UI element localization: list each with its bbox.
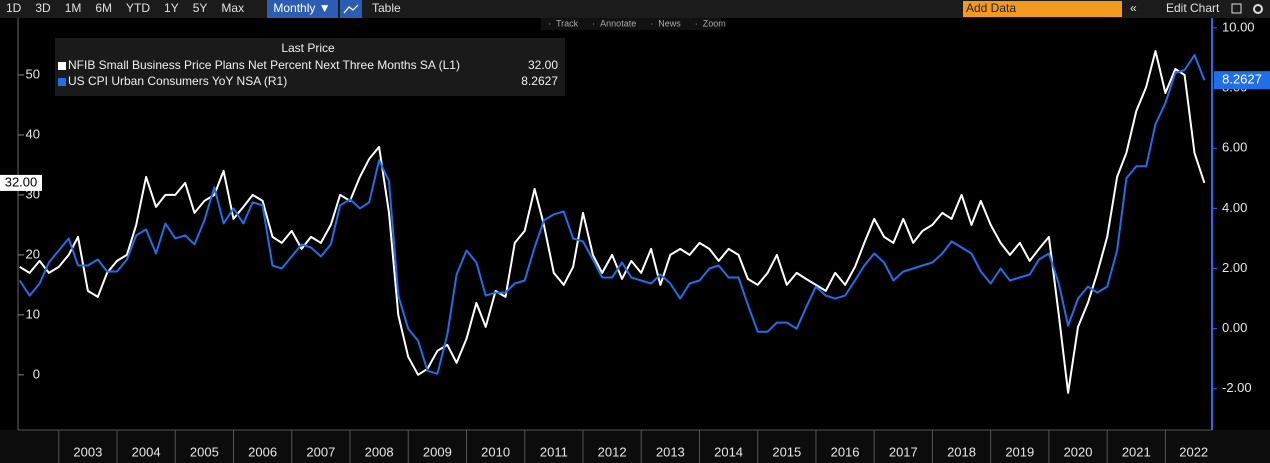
legend-value: 8.2627	[521, 74, 558, 88]
settings-icon[interactable]	[1253, 4, 1263, 14]
tool-icon: ·	[695, 18, 698, 28]
range-button[interactable]: Max	[221, 1, 244, 15]
range-button[interactable]: 5Y	[193, 1, 208, 15]
x-tick-label: 2019	[1005, 444, 1034, 459]
tool-icon: ·	[650, 18, 653, 28]
frequency-button-bg[interactable]	[267, 0, 338, 18]
last-value-tag	[1214, 71, 1270, 90]
add-data[interactable]: Add Data	[966, 1, 1016, 15]
x-tick-label: 2007	[306, 444, 335, 459]
x-tick-label: 2012	[598, 444, 627, 459]
x-tick-label: 2006	[248, 444, 277, 459]
chart-tool[interactable]: Annotate	[600, 18, 636, 28]
y-tick-label: 0	[33, 366, 40, 381]
x-tick-label: 2017	[889, 444, 918, 459]
y-tick-label: 40	[26, 126, 40, 141]
x-tick-label: 2004	[132, 444, 161, 459]
add-data-box[interactable]	[963, 1, 1122, 17]
last-value-label: 8.2627	[1222, 72, 1262, 87]
x-tick-label: 2015	[772, 444, 801, 459]
chart-tool[interactable]: Track	[556, 18, 579, 28]
legend-title: Last Price	[281, 41, 335, 55]
range-button[interactable]: 6M	[95, 1, 112, 15]
x-tick-label: 2003	[73, 444, 102, 459]
x-tick-label: 2008	[365, 444, 394, 459]
range-button[interactable]: 1M	[65, 1, 82, 15]
y-tick-label: 50	[26, 66, 40, 81]
edit-icon[interactable]	[1231, 3, 1242, 14]
y2-tick-label: -2.00	[1222, 380, 1252, 395]
x-tick-label: 2014	[714, 444, 743, 459]
x-tick-label: 2013	[656, 444, 685, 459]
tool-icon: ·	[592, 18, 595, 28]
last-value-tag	[0, 174, 42, 191]
x-tick-label: 2021	[1122, 444, 1151, 459]
x-tick-label: 2011	[540, 444, 568, 459]
collapse-icon[interactable]: «	[1130, 1, 1137, 15]
range-button[interactable]: 1Y	[164, 1, 179, 15]
x-tick-label: 2010	[481, 444, 510, 459]
legend-swatch	[58, 78, 66, 86]
series-line	[18, 54, 1206, 375]
x-tick-label: 2022	[1179, 444, 1208, 459]
range-button[interactable]: 3D	[35, 1, 51, 15]
series-line	[19, 50, 1206, 394]
range-button[interactable]: YTD	[126, 1, 150, 15]
x-tick-label: 2016	[831, 444, 860, 459]
tools-bar	[541, 18, 721, 30]
frequency-button[interactable]: Monthly ▼	[273, 1, 330, 15]
y2-tick-label: 10.00	[1222, 19, 1255, 34]
y-tick-label: 20	[26, 246, 40, 261]
legend-label: US CPI Urban Consumers YoY NSA (R1)	[68, 74, 287, 88]
last-value-label: 32.00	[5, 174, 38, 189]
x-tick-label: 2005	[190, 444, 219, 459]
y2-tick-label: 4.00	[1222, 200, 1247, 215]
tool-icon: ·	[548, 18, 551, 28]
chart-tool[interactable]: Zoom	[703, 18, 726, 28]
x-tick-label: 2018	[947, 444, 976, 459]
y2-tick-label: 0.00	[1222, 320, 1247, 335]
x-tick-label: 2009	[423, 444, 452, 459]
x-tick-label: 2020	[1064, 444, 1093, 459]
range-button[interactable]: 1D	[6, 1, 22, 15]
chart-tool[interactable]: News	[658, 18, 681, 28]
chart-icon	[343, 4, 359, 14]
y2-tick-label: 6.00	[1222, 140, 1247, 155]
legend	[55, 38, 565, 96]
edit-chart[interactable]: Edit Chart	[1166, 1, 1220, 15]
legend-label: NFIB Small Business Price Plans Net Perc…	[68, 58, 460, 72]
y2-tick-label: 2.00	[1222, 260, 1247, 275]
legend-value: 32.00	[528, 58, 558, 72]
table-button[interactable]: Table	[372, 1, 401, 15]
legend-swatch	[58, 62, 66, 70]
y-tick-label: 10	[26, 306, 40, 321]
x-axis-strip	[0, 430, 1270, 463]
